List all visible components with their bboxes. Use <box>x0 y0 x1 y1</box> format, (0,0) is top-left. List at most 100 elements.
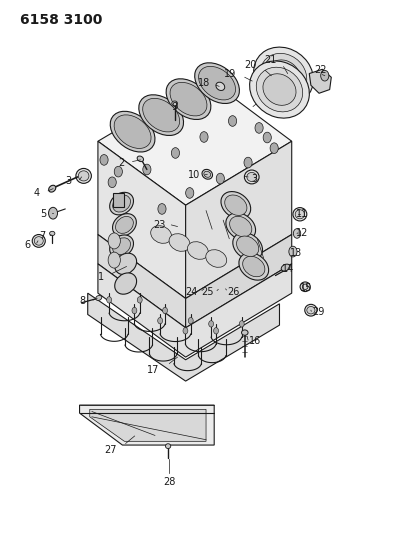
Text: 20: 20 <box>244 60 256 70</box>
Circle shape <box>188 318 193 324</box>
Ellipse shape <box>151 225 172 244</box>
Text: 26: 26 <box>228 287 240 297</box>
Ellipse shape <box>267 60 300 92</box>
Ellipse shape <box>281 264 290 271</box>
Ellipse shape <box>110 235 133 257</box>
Circle shape <box>208 321 213 327</box>
Text: 3: 3 <box>65 176 71 186</box>
Text: 22: 22 <box>314 66 327 75</box>
Circle shape <box>108 233 120 249</box>
Ellipse shape <box>247 172 257 181</box>
Ellipse shape <box>137 156 144 161</box>
Ellipse shape <box>300 282 310 292</box>
Circle shape <box>216 173 224 184</box>
Circle shape <box>108 177 116 188</box>
Circle shape <box>321 70 329 81</box>
Text: 6: 6 <box>24 240 31 250</box>
Ellipse shape <box>50 231 55 236</box>
Ellipse shape <box>169 233 190 252</box>
Polygon shape <box>186 235 292 328</box>
Ellipse shape <box>206 249 227 268</box>
Polygon shape <box>98 141 186 298</box>
Polygon shape <box>80 405 214 445</box>
Ellipse shape <box>113 214 136 236</box>
Text: 23: 23 <box>153 220 165 230</box>
Ellipse shape <box>256 67 303 112</box>
Ellipse shape <box>244 170 259 184</box>
Circle shape <box>244 157 252 168</box>
Circle shape <box>270 143 278 154</box>
Ellipse shape <box>115 216 133 233</box>
Polygon shape <box>90 409 206 441</box>
Polygon shape <box>309 69 331 93</box>
Circle shape <box>143 164 151 175</box>
Text: 5: 5 <box>41 209 47 219</box>
Circle shape <box>255 123 263 133</box>
Text: 17: 17 <box>147 366 159 375</box>
Ellipse shape <box>295 209 304 219</box>
Circle shape <box>183 328 188 334</box>
Text: 7: 7 <box>40 231 46 241</box>
Ellipse shape <box>195 63 239 103</box>
Circle shape <box>214 328 219 334</box>
Ellipse shape <box>216 82 225 91</box>
Ellipse shape <box>113 195 131 212</box>
Circle shape <box>239 321 244 327</box>
Circle shape <box>163 308 168 314</box>
Circle shape <box>157 318 162 324</box>
Circle shape <box>49 207 58 219</box>
Ellipse shape <box>34 237 43 245</box>
Ellipse shape <box>237 236 259 256</box>
Ellipse shape <box>230 216 252 237</box>
Ellipse shape <box>32 235 45 247</box>
Circle shape <box>228 116 237 126</box>
Ellipse shape <box>166 443 171 449</box>
Circle shape <box>171 148 180 158</box>
Ellipse shape <box>260 53 307 98</box>
Text: 29: 29 <box>312 307 324 317</box>
Text: 27: 27 <box>104 446 116 455</box>
Circle shape <box>100 155 108 165</box>
Polygon shape <box>113 193 124 207</box>
Ellipse shape <box>49 185 56 192</box>
Text: 9: 9 <box>171 102 177 111</box>
Text: 11: 11 <box>296 209 308 219</box>
Circle shape <box>186 188 194 198</box>
Ellipse shape <box>170 83 207 116</box>
Circle shape <box>158 204 166 214</box>
Text: 19: 19 <box>224 69 236 78</box>
Ellipse shape <box>187 241 208 260</box>
Text: 25: 25 <box>202 287 214 297</box>
Text: 2: 2 <box>118 158 124 167</box>
Ellipse shape <box>225 195 247 215</box>
Ellipse shape <box>110 111 155 152</box>
Text: 8: 8 <box>80 296 86 306</box>
Text: 18: 18 <box>198 78 210 87</box>
Text: 14: 14 <box>282 264 294 274</box>
Ellipse shape <box>254 47 313 104</box>
Text: 28: 28 <box>163 478 175 487</box>
Circle shape <box>108 252 120 268</box>
Ellipse shape <box>76 168 91 183</box>
Text: 16: 16 <box>249 336 261 346</box>
Polygon shape <box>98 264 292 357</box>
Text: 1: 1 <box>98 272 104 282</box>
Ellipse shape <box>172 101 177 106</box>
Text: 6158 3100: 6158 3100 <box>20 13 103 27</box>
Circle shape <box>114 166 122 177</box>
Ellipse shape <box>115 253 137 274</box>
Circle shape <box>132 308 137 314</box>
Ellipse shape <box>307 306 315 314</box>
Ellipse shape <box>139 95 184 135</box>
Ellipse shape <box>243 256 265 277</box>
Polygon shape <box>98 77 292 205</box>
Text: 4: 4 <box>34 188 40 198</box>
Ellipse shape <box>143 99 180 132</box>
Ellipse shape <box>242 330 248 335</box>
Ellipse shape <box>115 273 137 294</box>
Ellipse shape <box>78 171 89 181</box>
Circle shape <box>200 132 208 142</box>
Polygon shape <box>186 141 292 298</box>
Polygon shape <box>98 235 186 328</box>
Text: 10: 10 <box>188 170 200 180</box>
